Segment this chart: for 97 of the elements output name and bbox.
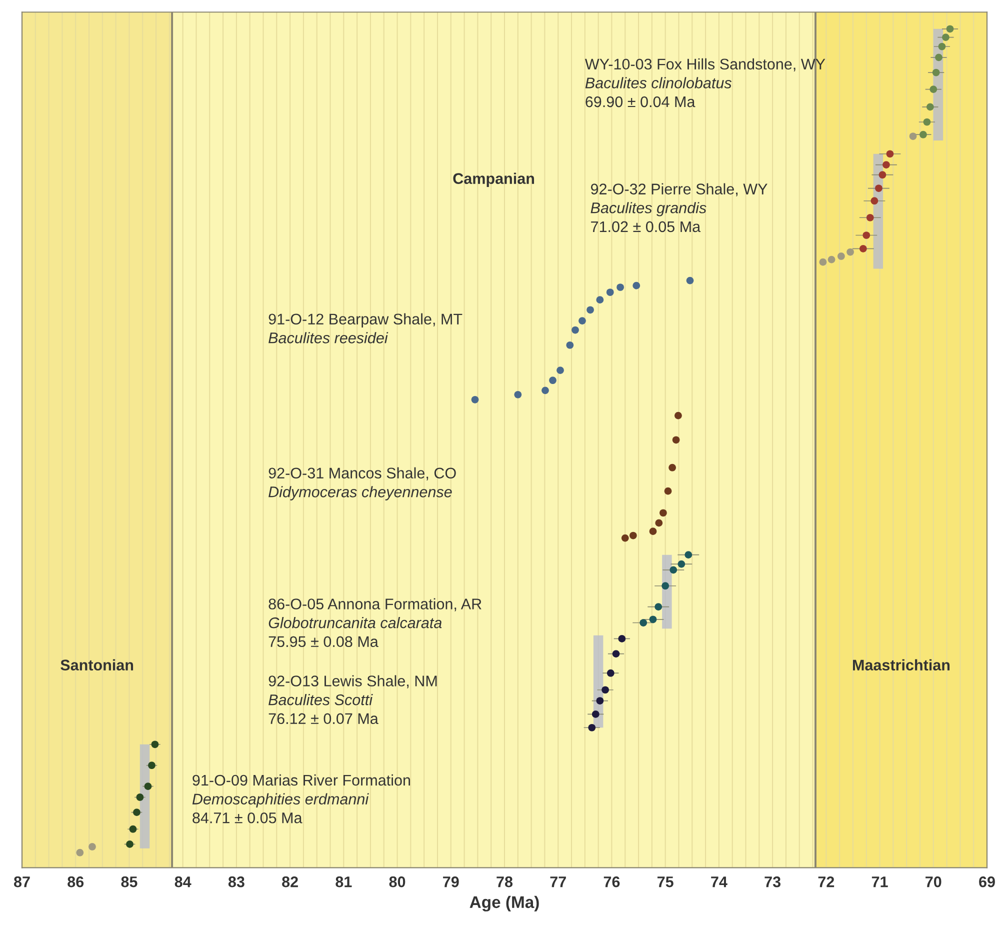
point	[819, 258, 827, 266]
point	[629, 532, 637, 540]
point	[828, 256, 836, 264]
point	[144, 782, 152, 790]
point	[886, 150, 894, 158]
point	[875, 184, 882, 192]
point	[129, 825, 137, 833]
x-tick-label: 78	[496, 876, 513, 888]
point	[866, 214, 874, 222]
point	[662, 582, 670, 590]
point	[878, 171, 886, 179]
x-tick-label: 86	[68, 876, 84, 888]
annotation: 86-O-05 Annona Formation, AR Globotruncanita calcarata 75.95 ± 0.08 Ma	[268, 598, 482, 648]
annotation: 92-O13 Lewis Shale, NM Baculites Scotti 76.12 ± 0.07 Ma	[268, 675, 437, 724]
x-tick-label: 82	[282, 876, 298, 888]
point	[133, 808, 140, 816]
point	[640, 619, 648, 626]
point	[649, 528, 657, 536]
point	[909, 132, 917, 140]
point	[846, 248, 854, 256]
point	[930, 86, 938, 93]
x-tick-label: 77	[550, 876, 566, 888]
point	[592, 710, 600, 718]
band-label: Santonian	[60, 659, 134, 670]
point	[556, 366, 564, 374]
point	[882, 161, 890, 168]
annotation: 91-O-12 Bearpaw Shale, MT Baculites reesidei	[268, 313, 462, 344]
annotation: 91-O-09 Marias River Formation Demoscaphities erdmanni 84.71 ± 0.05 Ma	[192, 774, 410, 824]
point	[602, 686, 609, 694]
point	[596, 697, 604, 704]
annotation: 92-O-32 Pierre Shale, WY Baculites grandis 71.02 ± 0.05 Ma	[590, 183, 768, 232]
point	[672, 436, 680, 444]
point	[678, 560, 686, 568]
point	[942, 34, 950, 41]
point	[578, 317, 586, 324]
point	[838, 252, 845, 260]
x-axis-title: Age (Ma)	[470, 896, 539, 912]
x-tick-label: 87	[14, 876, 30, 888]
x-tick-label: 74	[711, 876, 728, 888]
x-tick-label: 71	[872, 876, 888, 888]
point	[923, 118, 931, 126]
point	[588, 724, 596, 732]
point	[616, 284, 624, 291]
point	[514, 390, 522, 398]
point	[88, 843, 96, 850]
x-tick-label: 73	[764, 876, 780, 888]
point	[862, 232, 870, 239]
point	[655, 519, 663, 527]
x-tick-label: 85	[121, 876, 138, 888]
point	[612, 650, 620, 658]
point	[670, 566, 678, 574]
point	[136, 794, 144, 801]
point	[660, 509, 667, 517]
point	[926, 103, 934, 111]
point	[654, 603, 662, 610]
band-label: Maastrichtian	[853, 659, 950, 670]
annotation: 92-O-31 Mancos Shale, CO Didymoceras cheyennense	[268, 467, 456, 500]
point	[618, 635, 626, 642]
point	[151, 740, 159, 748]
point	[586, 306, 594, 314]
x-tick-label: 84	[174, 876, 192, 888]
point	[870, 197, 878, 205]
x-tick-label: 70	[926, 876, 942, 888]
point	[664, 487, 672, 495]
point	[938, 42, 946, 50]
point	[674, 412, 682, 420]
point	[148, 762, 156, 770]
x-tick-label: 75	[657, 876, 674, 888]
point	[606, 669, 614, 677]
point	[566, 341, 574, 349]
point	[76, 848, 84, 856]
point	[621, 534, 629, 542]
point	[549, 376, 556, 384]
point	[946, 25, 954, 33]
point	[649, 616, 657, 624]
point	[686, 276, 694, 284]
point	[572, 326, 579, 334]
point	[542, 386, 549, 394]
point	[596, 296, 604, 304]
point	[471, 396, 479, 404]
point	[632, 282, 640, 290]
x-tick-label: 72	[818, 876, 834, 888]
point	[606, 288, 614, 296]
point	[935, 54, 942, 62]
band-label: Campanian	[453, 172, 534, 188]
point	[920, 130, 927, 138]
x-tick-label: 79	[443, 876, 459, 888]
x-tick-label: 81	[336, 876, 352, 888]
x-tick-label: 80	[389, 876, 406, 888]
x-tick-label: 83	[228, 876, 244, 888]
point	[684, 551, 692, 558]
x-tick-label: 76	[604, 876, 620, 888]
point	[668, 464, 676, 472]
x-tick-label: 69	[979, 876, 995, 888]
point	[932, 68, 940, 76]
point	[126, 840, 134, 848]
point	[859, 244, 867, 252]
